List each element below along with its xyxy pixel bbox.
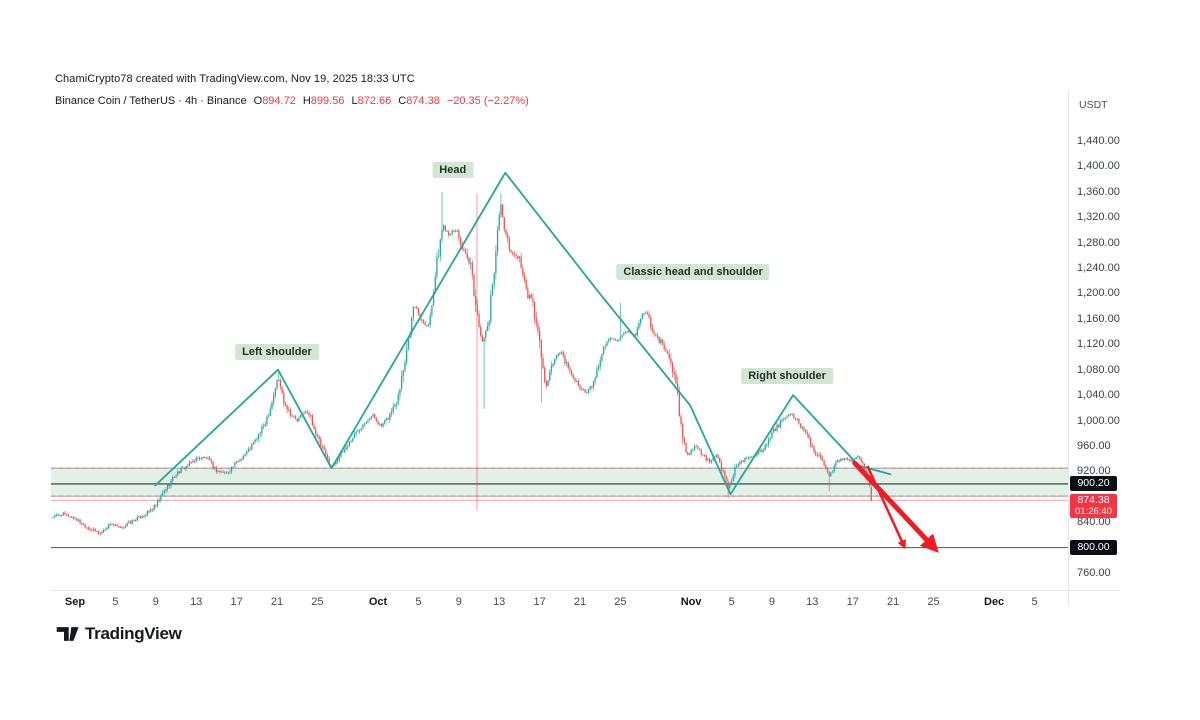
time-tick: 25 bbox=[614, 596, 627, 608]
time-tick: 21 bbox=[270, 596, 284, 608]
close-label: C bbox=[398, 95, 407, 107]
time-tick: 17 bbox=[533, 596, 546, 608]
tradingview-logo-text: TradingView bbox=[85, 624, 182, 643]
price-tick: 1,040.00 bbox=[1077, 389, 1120, 402]
price-tick: 920.00 bbox=[1077, 465, 1111, 478]
price-tick: 1,200.00 bbox=[1077, 287, 1120, 300]
time-tick: 17 bbox=[230, 596, 243, 608]
price-tick: 1,280.00 bbox=[1077, 236, 1120, 249]
time-tick: 5 bbox=[112, 596, 119, 608]
price-axis-unit[interactable]: USDT bbox=[1079, 99, 1108, 111]
tradingview-logo[interactable]: TradingView bbox=[55, 623, 182, 645]
time-tick: 5 bbox=[728, 596, 735, 608]
low-label: L bbox=[351, 95, 358, 107]
symbol-name: Binance Coin / TetherUS bbox=[55, 95, 176, 107]
time-tick: 17 bbox=[846, 596, 859, 608]
price-tick: 1,160.00 bbox=[1077, 312, 1120, 325]
time-tick: 25 bbox=[927, 596, 940, 608]
time-tick: 9 bbox=[455, 596, 462, 608]
bar-close-countdown: 01:26:40 bbox=[1075, 506, 1112, 518]
price-change: −20.35 (−2.27%) bbox=[446, 95, 529, 107]
support-zone[interactable] bbox=[51, 468, 1068, 497]
price-tick: 960.00 bbox=[1077, 439, 1111, 452]
close-value: 874.38 bbox=[406, 95, 440, 107]
time-tick: 13 bbox=[806, 596, 819, 608]
price-tick: 1,000.00 bbox=[1077, 414, 1120, 427]
price-tick: 760.00 bbox=[1077, 566, 1111, 579]
current-price-label: 874.38 01:26:40 bbox=[1070, 494, 1117, 519]
head-and-shoulders-trendline[interactable] bbox=[154, 171, 892, 496]
time-tick: 13 bbox=[493, 596, 506, 608]
price-axis-separator bbox=[1068, 90, 1069, 606]
time-tick: Sep bbox=[64, 596, 86, 608]
annotation-right-shoulder[interactable]: Right shoulder bbox=[741, 368, 833, 385]
price-tick: 1,440.00 bbox=[1077, 135, 1120, 147]
open-label: O bbox=[253, 95, 263, 107]
exchange-label: Binance bbox=[206, 95, 247, 107]
time-tick: Oct bbox=[368, 596, 388, 608]
tradingview-logo-icon bbox=[56, 627, 79, 641]
interval-label: 4h bbox=[184, 95, 198, 107]
time-axis-separator bbox=[51, 590, 1120, 591]
annotation-left-shoulder[interactable]: Left shoulder bbox=[235, 343, 319, 360]
price-tick: 1,120.00 bbox=[1077, 338, 1120, 351]
time-tick: 13 bbox=[190, 596, 203, 608]
attribution-text: ChamiCrypto78 created with TradingView.c… bbox=[55, 73, 415, 85]
high-label: H bbox=[302, 95, 311, 107]
annotation-classic-head-and-shoulder[interactable]: Classic head and shoulder bbox=[616, 263, 770, 280]
price-tick: 1,400.00 bbox=[1077, 160, 1120, 173]
time-tick: 9 bbox=[152, 596, 159, 608]
high-value: 899.56 bbox=[310, 95, 345, 107]
price-line-label-800: 800.00 bbox=[1070, 540, 1117, 556]
time-tick: 5 bbox=[415, 596, 422, 608]
time-tick: 5 bbox=[1031, 596, 1038, 608]
time-tick: 21 bbox=[573, 596, 587, 608]
candlestick-series bbox=[52, 191, 872, 536]
current-price-value: 874.38 bbox=[1077, 494, 1110, 507]
price-tick: 840.00 bbox=[1077, 516, 1111, 529]
time-tick: Dec bbox=[984, 596, 1005, 608]
open-value: 894.72 bbox=[262, 95, 296, 107]
price-tick: 1,320.00 bbox=[1077, 211, 1120, 224]
price-line-label-900: 900.20 bbox=[1070, 476, 1117, 492]
symbol-legend[interactable]: Binance Coin / TetherUS · 4h · Binance O894.7… bbox=[55, 95, 529, 107]
legend-separator: · bbox=[178, 95, 182, 107]
breakdown-arrow[interactable] bbox=[852, 460, 939, 553]
low-value: 872.66 bbox=[357, 95, 392, 107]
time-tick: 21 bbox=[886, 596, 900, 608]
legend-separator: · bbox=[200, 95, 204, 107]
time-tick: 25 bbox=[311, 596, 324, 608]
annotation-head[interactable]: Head bbox=[432, 161, 474, 178]
time-tick: Nov bbox=[680, 596, 702, 608]
price-tick: 1,360.00 bbox=[1077, 185, 1120, 198]
price-tick: 1,080.00 bbox=[1077, 363, 1120, 376]
price-tick: 1,240.00 bbox=[1077, 262, 1120, 275]
time-tick: 9 bbox=[768, 596, 775, 608]
